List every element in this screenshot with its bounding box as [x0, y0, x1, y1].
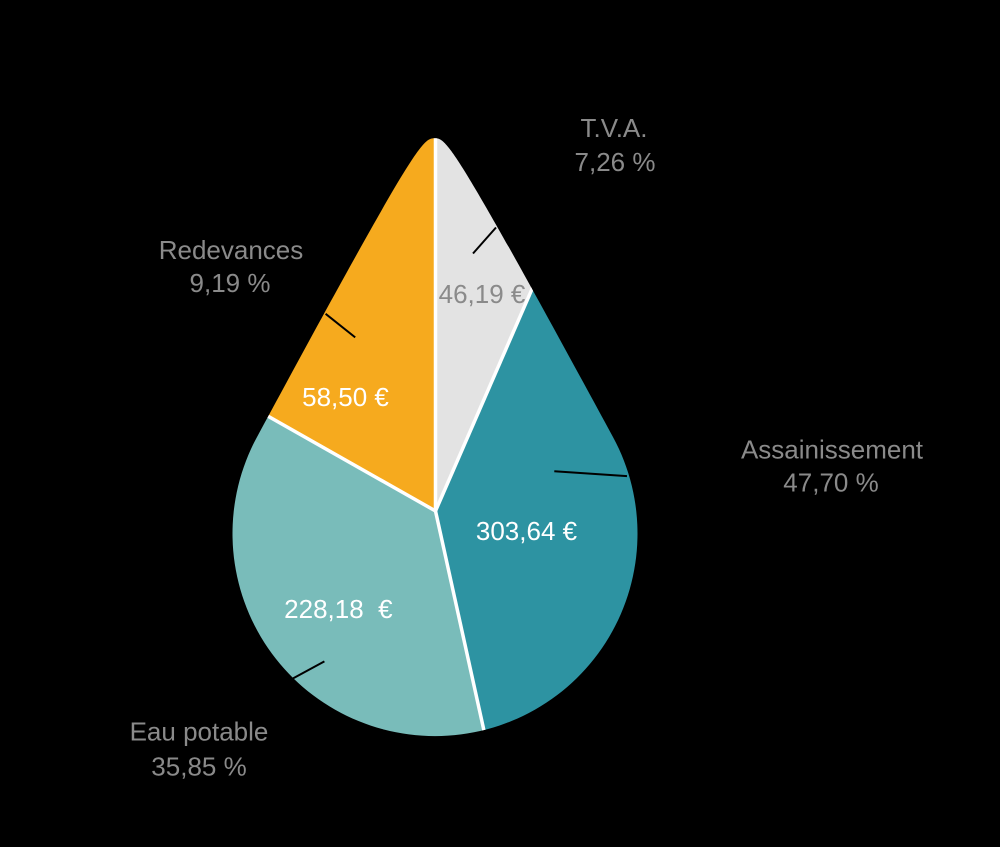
- svg-text:303,64 €: 303,64 €: [476, 516, 578, 546]
- svg-text:58,50 €: 58,50 €: [302, 382, 389, 412]
- svg-text:Assainissement: Assainissement: [741, 435, 924, 465]
- svg-text:228,18 €: 228,18 €: [284, 594, 393, 624]
- svg-text:46,19 €: 46,19 €: [439, 279, 526, 309]
- svg-text:47,70 %: 47,70 %: [783, 468, 878, 498]
- svg-text:Redevances: Redevances: [159, 235, 304, 265]
- svg-text:T.V.A.: T.V.A.: [581, 113, 648, 143]
- svg-text:35,85 %: 35,85 %: [151, 752, 246, 782]
- svg-text:Eau potable: Eau potable: [130, 717, 269, 747]
- svg-text:7,26 %: 7,26 %: [575, 147, 656, 177]
- svg-text:9,19 %: 9,19 %: [190, 268, 271, 298]
